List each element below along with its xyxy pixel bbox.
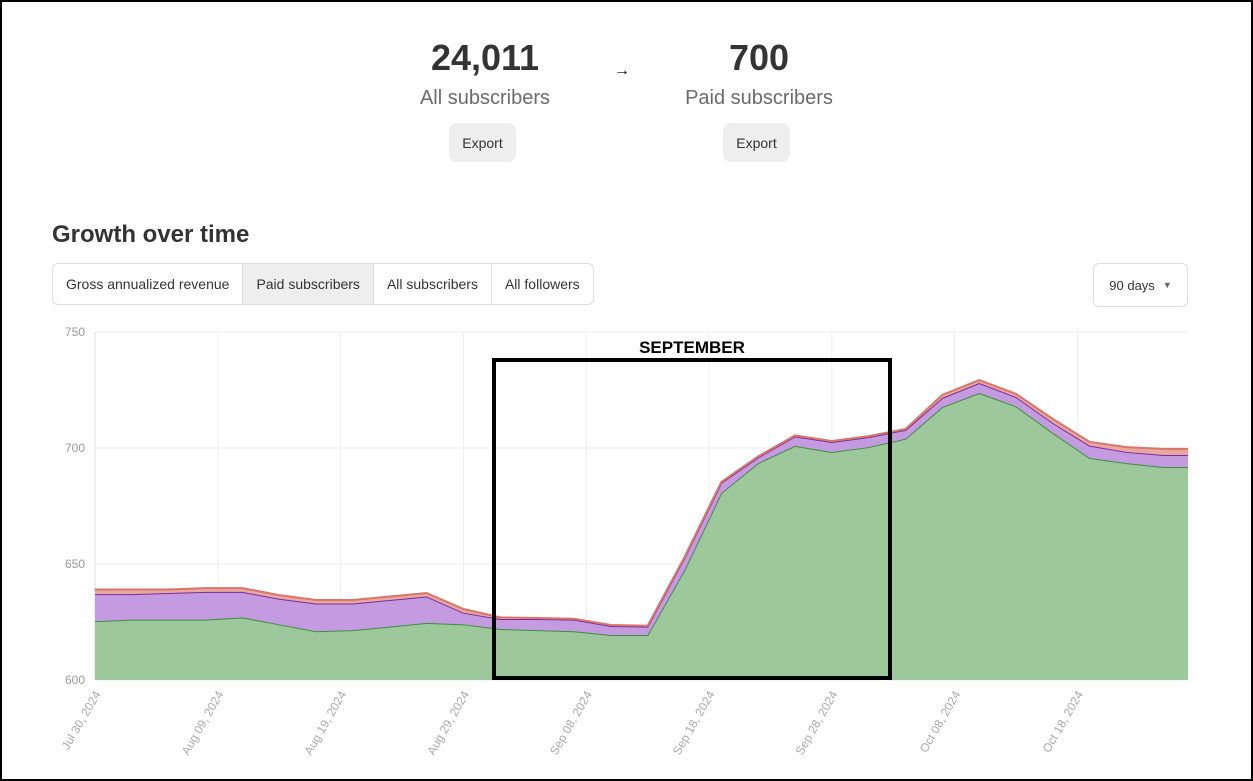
x-tick-label: Aug 19, 2024 — [301, 688, 349, 757]
tabs: Gross annualized revenue Paid subscriber… — [52, 263, 594, 305]
x-tick-label: Sep 08, 2024 — [547, 688, 595, 757]
x-tick-label: Oct 18, 2024 — [1040, 688, 1087, 755]
section-title: Growth over time — [52, 221, 250, 248]
paid-count: 700 — [728, 37, 790, 78]
y-tick-label: 650 — [65, 557, 85, 571]
x-tick-label: Sep 28, 2024 — [793, 688, 841, 757]
caret: ▼ — [1162, 280, 1172, 290]
export-button[interactable]: Export — [723, 123, 790, 162]
y-tick-label: 600 — [65, 673, 85, 687]
area — [95, 383, 1188, 635]
export-button[interactable]: Export — [449, 123, 516, 162]
y-tick-label: 750 — [65, 325, 85, 339]
x-tick-label: Aug 09, 2024 — [179, 688, 227, 757]
x-tick-label: Oct 08, 2024 — [917, 688, 964, 755]
all-label: All subscribers — [419, 87, 551, 109]
all-count: 24,011 — [430, 37, 540, 78]
range-label: 90 days — [1109, 277, 1155, 293]
x-tick-label: Aug 29, 2024 — [424, 688, 472, 757]
highlight-box — [492, 358, 892, 680]
area — [95, 393, 1188, 680]
tab[interactable]: Gross annualized revenue — [53, 264, 244, 304]
arrow-icon: → — [614, 62, 630, 79]
tab[interactable]: All subscribers — [374, 264, 492, 304]
x-tick-label: Jul 30, 2024 — [59, 688, 104, 752]
range-select[interactable]: 90 days ▼ — [1093, 263, 1188, 307]
y-tick-label: 700 — [65, 441, 85, 455]
x-tick-label: Sep 18, 2024 — [670, 688, 718, 757]
tab[interactable]: Paid subscribers — [243, 264, 374, 304]
tab[interactable]: All followers — [504, 276, 580, 292]
area-line — [95, 378, 1188, 627]
paid-label: Paid subscribers — [685, 87, 833, 109]
annotation: SEPTEMBER — [639, 338, 745, 357]
